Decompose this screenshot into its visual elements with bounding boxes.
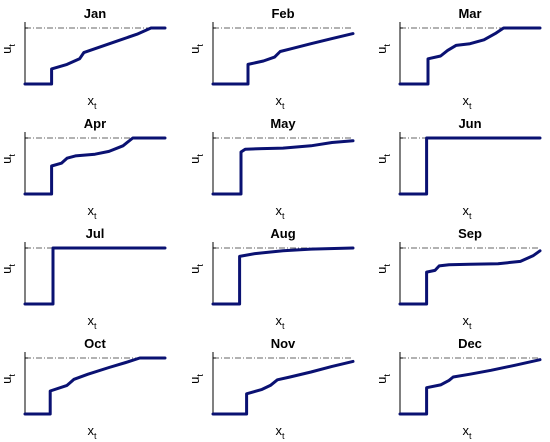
panel-jul: Jul xt ut — [0, 226, 167, 331]
x-axis-label: xt — [462, 313, 472, 331]
y-axis-label: ut — [374, 44, 392, 54]
y-axis-label: ut — [374, 264, 392, 274]
y-axis-label: ut — [0, 264, 17, 274]
panel-aug: Aug xt ut — [187, 226, 355, 331]
series-line — [211, 246, 355, 306]
panel-may: May xt ut — [187, 116, 355, 221]
panel-nov: Nov xt ut — [187, 336, 355, 441]
series-line — [398, 358, 542, 416]
series-line — [211, 139, 355, 196]
x-axis-label: xt — [87, 203, 97, 221]
panel-jan: Jan xt ut — [0, 6, 167, 111]
x-axis-label: xt — [462, 93, 472, 111]
x-axis-label: xt — [462, 423, 472, 441]
series-line — [23, 356, 167, 416]
y-axis-label: ut — [0, 44, 17, 54]
panel-sep: Sep xt ut — [374, 226, 542, 331]
panel-title: Jul — [86, 226, 105, 241]
x-axis-label: xt — [87, 93, 97, 111]
panel-title: Jun — [458, 116, 481, 131]
panel-title: Aug — [270, 226, 295, 241]
x-axis-label: xt — [275, 203, 285, 221]
y-axis-label: ut — [187, 264, 205, 274]
panel-title: Sep — [458, 226, 482, 241]
panel-title: May — [270, 116, 296, 131]
series-line — [211, 32, 355, 86]
panel-title: Dec — [458, 336, 482, 351]
panel-oct: Oct xt ut — [0, 336, 167, 441]
y-axis-label: ut — [187, 374, 205, 384]
y-axis-label: ut — [187, 154, 205, 164]
series-line — [211, 359, 355, 416]
series-line — [398, 136, 542, 196]
x-axis-label: xt — [87, 423, 97, 441]
panel-mar: Mar xt ut — [374, 6, 542, 111]
y-axis-label: ut — [0, 374, 17, 384]
panel-title: Mar — [458, 6, 481, 21]
y-axis-label: ut — [374, 374, 392, 384]
x-axis-label: xt — [275, 313, 285, 331]
panel-dec: Dec xt ut — [374, 336, 542, 441]
panel-title: Oct — [84, 336, 106, 351]
panel-title: Nov — [271, 336, 296, 351]
series-line — [398, 26, 542, 86]
series-line — [23, 246, 167, 306]
series-line — [23, 136, 167, 196]
x-axis-label: xt — [462, 203, 472, 221]
x-axis-label: xt — [275, 423, 285, 441]
y-axis-label: ut — [0, 154, 17, 164]
series-line — [398, 249, 542, 306]
panel-jun: Jun xt ut — [374, 116, 542, 221]
panel-apr: Apr xt ut — [0, 116, 167, 221]
x-axis-label: xt — [87, 313, 97, 331]
series-line — [23, 26, 167, 86]
panel-title: Jan — [84, 6, 106, 21]
panel-title: Feb — [271, 6, 294, 21]
x-axis-label: xt — [275, 93, 285, 111]
panel-feb: Feb xt ut — [187, 6, 355, 111]
y-axis-label: ut — [187, 44, 205, 54]
panel-title: Apr — [84, 116, 106, 131]
y-axis-label: ut — [374, 154, 392, 164]
